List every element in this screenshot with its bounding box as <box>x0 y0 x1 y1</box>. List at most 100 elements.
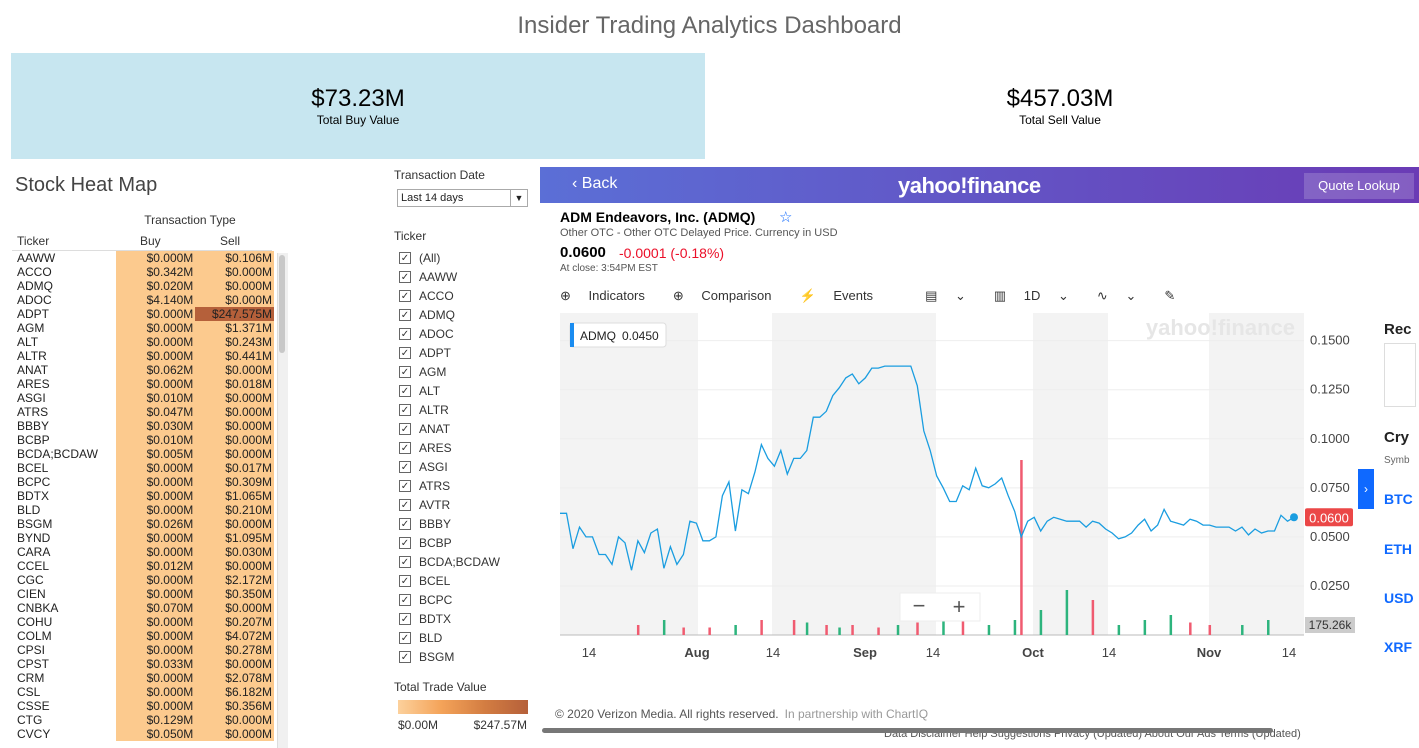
table-row[interactable]: CSSE $0.000M $0.356M <box>12 699 274 713</box>
sell-cell[interactable]: $1.371M <box>195 321 274 335</box>
checkbox[interactable]: ✓ <box>399 441 411 454</box>
ticker-checkbox-item[interactable]: ✓ ALTR <box>399 400 500 419</box>
buy-cell[interactable]: $0.000M <box>115 461 196 475</box>
buy-cell[interactable]: $0.000M <box>115 335 196 349</box>
ticker-checkbox-item[interactable]: ✓ ACCO <box>399 286 500 305</box>
sell-cell[interactable]: $0.000M <box>195 447 274 461</box>
checkbox[interactable]: ✓ <box>399 346 411 359</box>
sell-cell[interactable]: $0.017M <box>195 461 274 475</box>
table-row[interactable]: CPSI $0.000M $0.278M <box>12 643 274 657</box>
table-row[interactable]: ALT $0.000M $0.243M <box>12 335 274 349</box>
heatmap-table[interactable]: AAWW $0.000M $0.106M ACCO $0.342M $0.000M ADMQ… <box>12 251 274 741</box>
checkbox[interactable]: ✓ <box>399 631 411 644</box>
date-filter-dropdown[interactable]: Last 14 days ▼ <box>397 189 528 207</box>
sell-cell[interactable]: $0.000M <box>195 293 274 307</box>
buy-cell[interactable]: $0.000M <box>115 489 196 503</box>
buy-cell[interactable]: $0.000M <box>115 531 196 545</box>
table-row[interactable]: CTG $0.129M $0.000M <box>12 713 274 727</box>
sell-cell[interactable]: $0.441M <box>195 349 274 363</box>
table-row[interactable]: AGM $0.000M $1.371M <box>12 321 274 335</box>
ticker-checkbox-item[interactable]: ✓ AGM <box>399 362 500 381</box>
checkbox[interactable]: ✓ <box>399 403 411 416</box>
table-row[interactable]: BCEL $0.000M $0.017M <box>12 461 274 475</box>
sell-cell[interactable]: $2.078M <box>195 671 274 685</box>
buy-cell[interactable]: $0.000M <box>115 321 196 335</box>
horizontal-scrollbar[interactable] <box>542 728 1273 733</box>
sell-cell[interactable]: $0.000M <box>195 559 274 573</box>
ticker-checkbox-item[interactable]: ✓ ADPT <box>399 343 500 362</box>
table-row[interactable]: COHU $0.000M $0.207M <box>12 615 274 629</box>
plus-icon[interactable]: + <box>953 594 966 619</box>
table-row[interactable]: CIEN $0.000M $0.350M <box>12 587 274 601</box>
checkbox[interactable]: ✓ <box>399 422 411 435</box>
ticker-checkbox-item[interactable]: ✓ ARES <box>399 438 500 457</box>
checkbox[interactable]: ✓ <box>399 289 411 302</box>
sell-cell[interactable]: $0.243M <box>195 335 274 349</box>
star-icon[interactable]: ☆ <box>779 209 793 226</box>
buy-cell[interactable]: $0.010M <box>115 391 196 405</box>
buy-cell[interactable]: $0.012M <box>115 559 196 573</box>
sell-cell[interactable]: $0.210M <box>195 503 274 517</box>
sell-cell[interactable]: $0.000M <box>195 433 274 447</box>
crypto-item-usd[interactable]: USD <box>1384 590 1414 606</box>
checkbox[interactable]: ✓ <box>399 327 411 340</box>
table-row[interactable]: BCDA;BCDAW $0.005M $0.000M <box>12 447 274 461</box>
ticker-checkbox-item[interactable]: ✓ ATRS <box>399 476 500 495</box>
sell-cell[interactable]: $4.072M <box>195 629 274 643</box>
sell-cell[interactable]: $2.172M <box>195 573 274 587</box>
yahoo-finance-logo[interactable]: yahoo!finance <box>898 173 1041 198</box>
buy-cell[interactable]: $0.000M <box>115 349 196 363</box>
table-row[interactable]: CCEL $0.012M $0.000M <box>12 559 274 573</box>
checkbox[interactable]: ✓ <box>399 517 411 530</box>
checkbox[interactable]: ✓ <box>399 536 411 549</box>
buy-cell[interactable]: $0.129M <box>115 713 196 727</box>
expand-panel-button[interactable]: › <box>1358 469 1374 509</box>
buy-cell[interactable]: $0.062M <box>115 363 196 377</box>
table-row[interactable]: AAWW $0.000M $0.106M <box>12 251 274 265</box>
sell-cell[interactable]: $0.000M <box>195 713 274 727</box>
chart-type-button[interactable]: ∿ ⌄ <box>1097 288 1150 304</box>
quote-lookup-button[interactable]: Quote Lookup <box>1304 173 1414 199</box>
crypto-item-eth[interactable]: ETH <box>1384 541 1412 557</box>
buy-cell[interactable]: $0.000M <box>115 671 196 685</box>
sell-cell[interactable]: $0.000M <box>195 391 274 405</box>
buy-cell[interactable]: $0.050M <box>115 727 196 741</box>
buy-cell[interactable]: $0.000M <box>115 615 196 629</box>
checkbox[interactable]: ✓ <box>399 308 411 321</box>
checkbox[interactable]: ✓ <box>399 460 411 473</box>
buy-cell[interactable]: $0.000M <box>115 587 196 601</box>
buy-cell[interactable]: $0.000M <box>115 573 196 587</box>
crypto-item-xrp[interactable]: XRF <box>1384 639 1412 655</box>
ticker-checkbox-item[interactable]: ✓ (All) <box>399 248 500 267</box>
checkbox[interactable]: ✓ <box>399 612 411 625</box>
indicators-button[interactable]: ⊕ Indicators <box>560 288 659 304</box>
comparison-button[interactable]: ⊕ Comparison <box>673 288 786 304</box>
table-row[interactable]: BCBP $0.010M $0.000M <box>12 433 274 447</box>
buy-cell[interactable]: $0.020M <box>115 279 196 293</box>
ticker-checkbox-item[interactable]: ✓ AVTR <box>399 495 500 514</box>
table-row[interactable]: CSL $0.000M $6.182M <box>12 685 274 699</box>
table-row[interactable]: CGC $0.000M $2.172M <box>12 573 274 587</box>
table-row[interactable]: CRM $0.000M $2.078M <box>12 671 274 685</box>
buy-cell[interactable]: $0.000M <box>115 643 196 657</box>
table-row[interactable]: ADPT $0.000M $247.575M <box>12 307 274 321</box>
sell-cell[interactable]: $0.000M <box>195 601 274 615</box>
ticker-checkbox-item[interactable]: ✓ ANAT <box>399 419 500 438</box>
sell-cell[interactable]: $0.278M <box>195 643 274 657</box>
ticker-checkbox-item[interactable]: ✓ ADMQ <box>399 305 500 324</box>
table-row[interactable]: BYND $0.000M $1.095M <box>12 531 274 545</box>
sell-cell[interactable]: $0.000M <box>195 363 274 377</box>
minus-icon[interactable]: − <box>913 593 926 618</box>
ticker-checkbox-item[interactable]: ✓ BCPC <box>399 590 500 609</box>
ticker-checkbox-item[interactable]: ✓ BBBY <box>399 514 500 533</box>
buy-cell[interactable]: $0.000M <box>115 545 196 559</box>
sell-cell[interactable]: $0.030M <box>195 545 274 559</box>
table-row[interactable]: ATRS $0.047M $0.000M <box>12 405 274 419</box>
sell-cell[interactable]: $0.000M <box>195 657 274 671</box>
buy-cell[interactable]: $0.005M <box>115 447 196 461</box>
buy-cell[interactable]: $0.047M <box>115 405 196 419</box>
sell-cell[interactable]: $0.106M <box>195 251 274 265</box>
buy-cell[interactable]: $0.070M <box>115 601 196 615</box>
ticker-checkbox-item[interactable]: ✓ BSGM <box>399 647 500 666</box>
ticker-checkbox-item[interactable]: ✓ BDTX <box>399 609 500 628</box>
